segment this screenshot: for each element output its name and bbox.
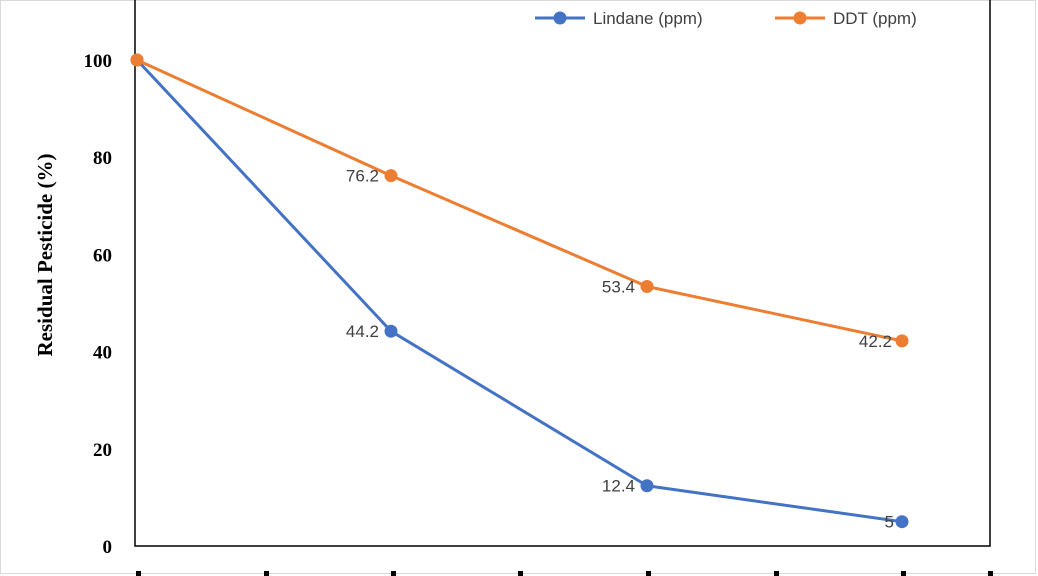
data-label: 42.2 — [859, 332, 892, 351]
data-label: 53.4 — [602, 277, 635, 296]
y-tick-label: 60 — [93, 245, 112, 266]
x-tick-label-fragment — [136, 571, 141, 576]
y-axis-ticks: 0 20 40 60 80 100 — [84, 51, 113, 558]
y-tick-label: 20 — [93, 440, 112, 461]
x-axis-tick-stubs — [136, 571, 993, 576]
legend-label: Lindane (ppm) — [593, 9, 703, 28]
y-tick-label: 0 — [103, 537, 113, 558]
data-label: 5 — [885, 513, 894, 532]
x-tick-label-fragment — [391, 571, 396, 576]
x-tick-label-fragment — [774, 571, 779, 576]
data-label: 76.2 — [346, 167, 379, 186]
legend: Lindane (ppm) DDT (ppm) — [535, 9, 917, 28]
y-axis-title: Residual Pesticide (%) — [33, 154, 57, 357]
data-label: 12.4 — [602, 477, 635, 496]
plot-area — [134, 0, 991, 547]
data-point — [640, 479, 654, 493]
data-point — [384, 324, 398, 338]
data-label: 44.2 — [346, 322, 379, 341]
x-tick-label-fragment — [988, 571, 993, 576]
y-tick-label: 80 — [93, 148, 112, 169]
series-ddt: 76.2 53.4 42.2 — [130, 53, 909, 351]
data-point — [895, 515, 909, 529]
legend-swatch-marker — [793, 11, 807, 25]
y-tick-label: 40 — [93, 343, 112, 364]
legend-label: DDT (ppm) — [833, 9, 917, 28]
series-line — [136, 58, 903, 343]
x-tick-label-fragment — [264, 571, 269, 576]
data-point — [640, 279, 654, 293]
x-tick-label-fragment — [646, 571, 651, 576]
data-point — [384, 169, 398, 183]
data-point — [895, 334, 909, 348]
series-layer: 44.2 12.4 5 76.2 53.4 42.2 — [130, 53, 909, 532]
legend-swatch-marker — [553, 11, 567, 25]
legend-item: Lindane (ppm) — [535, 9, 703, 28]
series-lindane: 44.2 12.4 5 — [130, 53, 909, 532]
series-line — [135, 58, 903, 524]
x-tick-label-fragment — [901, 571, 906, 576]
plot-border — [134, 0, 991, 547]
x-tick-label-fragment — [518, 571, 523, 576]
legend-item: DDT (ppm) — [775, 9, 917, 28]
y-tick-label: 100 — [84, 51, 113, 72]
data-point — [130, 53, 144, 67]
